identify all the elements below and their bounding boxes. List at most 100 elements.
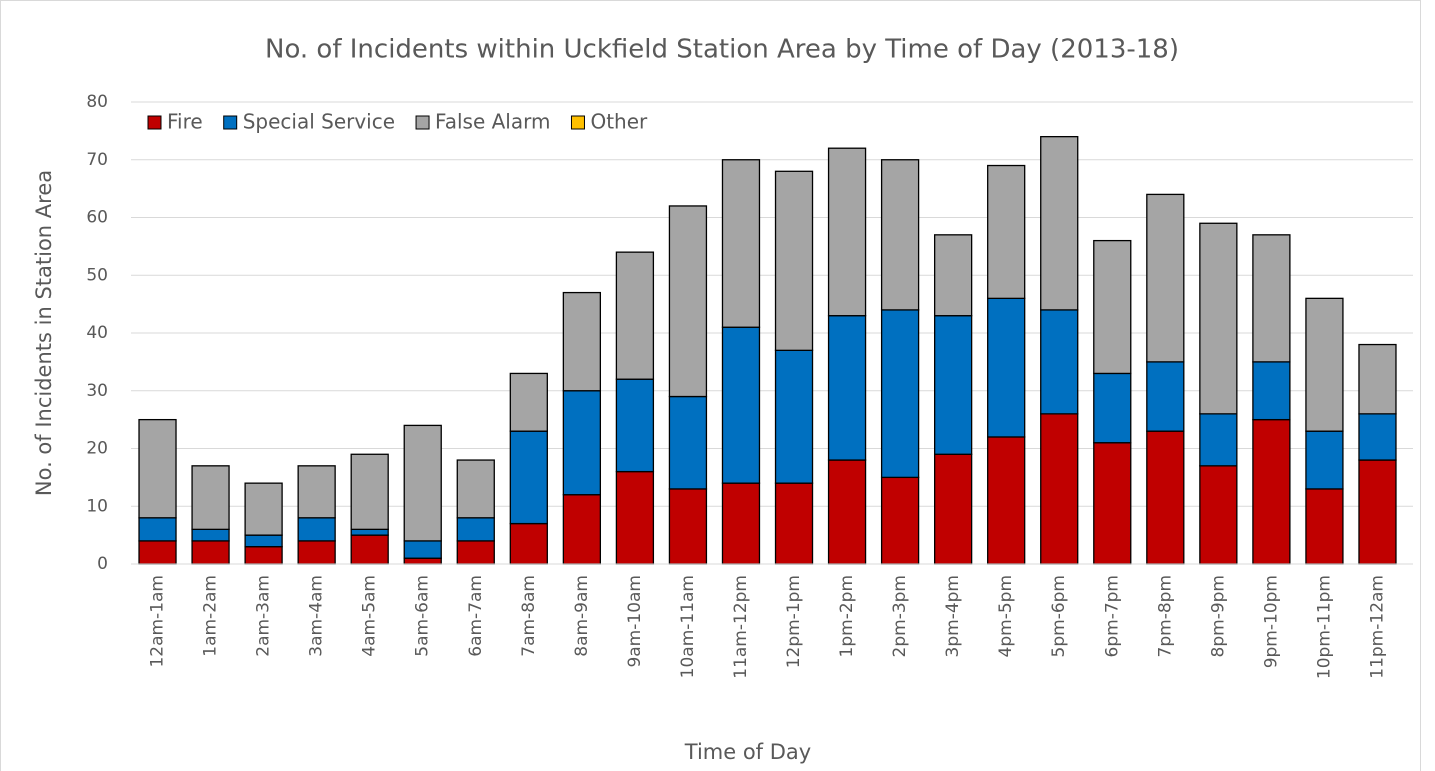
x-tick-label: 11pm-12am: [1367, 575, 1387, 679]
bar-segment: [1146, 193, 1185, 363]
bar-segment: [456, 540, 495, 565]
x-tick-label: 1am-2am: [201, 575, 221, 657]
y-tick-label: 70: [86, 150, 108, 170]
bar-segment: [350, 534, 389, 565]
bar-segment: [1040, 309, 1079, 415]
bar-segment: [1093, 372, 1132, 444]
bar-segment: [138, 517, 177, 542]
x-tick-label: 11am-12pm: [731, 575, 751, 679]
bar-segment: [403, 557, 442, 565]
bar-segment: [933, 453, 973, 565]
bar-segment: [403, 424, 442, 542]
bar-segment: [1305, 297, 1344, 432]
y-tick-label: 80: [86, 92, 108, 112]
y-tick-label: 40: [86, 323, 108, 343]
y-tick-label: 60: [86, 208, 108, 228]
bar-segment: [1252, 234, 1291, 363]
bar-segment: [138, 540, 177, 565]
bar-segment: [615, 470, 655, 565]
bar-segment: [1358, 343, 1397, 415]
bar-segment: [880, 159, 920, 311]
x-tick-label: 2pm-3pm: [890, 575, 910, 657]
x-tick-label: 3am-4am: [307, 575, 327, 657]
bar-segment: [933, 234, 973, 317]
bar-segment: [1358, 413, 1397, 461]
x-tick-label: 7am-8am: [519, 575, 539, 657]
bar-segment: [456, 459, 495, 519]
bar-segment: [615, 251, 655, 380]
bar-segment: [1146, 361, 1185, 432]
bar-segment: [827, 147, 867, 317]
x-tick-label: 4am-5am: [360, 575, 380, 657]
bar-segment: [297, 540, 336, 565]
x-tick-label: 6pm-7pm: [1102, 575, 1122, 657]
legend-label: Fire: [167, 110, 203, 134]
bar-segment: [1358, 459, 1397, 565]
bar-segment: [668, 205, 708, 398]
y-axis-label: No. of Incidents in Station Area: [32, 170, 56, 496]
bar-segment: [827, 459, 867, 565]
y-tick-label: 30: [86, 381, 108, 401]
x-axis-label: Time of Day: [684, 740, 811, 764]
bar-segment: [1305, 488, 1344, 565]
x-tick-label: 5am-6am: [413, 575, 433, 657]
chart-title: No. of Incidents within Uckfield Station…: [265, 35, 1179, 65]
bar-segment: [774, 482, 814, 565]
bar-segment: [721, 326, 761, 484]
x-tick-label: 5pm-6pm: [1049, 575, 1069, 657]
x-tick-label: 8am-9am: [572, 575, 592, 657]
bar-segment: [1146, 430, 1185, 565]
bar-segment: [562, 390, 602, 496]
bar-segment: [509, 522, 548, 565]
y-tick-label: 50: [86, 265, 108, 285]
bar-segment: [774, 170, 814, 351]
bar-segment: [562, 291, 602, 392]
bar-segment: [987, 164, 1026, 299]
bar-segment: [668, 488, 708, 565]
bar-segment: [933, 315, 973, 455]
bar-segment: [1199, 413, 1238, 467]
bar-segment: [297, 517, 336, 542]
x-tick-label: 10am-11am: [678, 575, 698, 678]
bar-segment: [509, 430, 548, 525]
x-tick-label: 12am-1am: [148, 575, 168, 668]
bar-segment: [1093, 442, 1132, 565]
x-tick-label: 10pm-11pm: [1314, 575, 1334, 679]
x-tick-label: 4pm-5pm: [996, 575, 1016, 657]
bar-segment: [403, 540, 442, 559]
bar-segment: [244, 546, 283, 565]
bar-segment: [1252, 418, 1291, 565]
legend-swatch: [147, 115, 162, 130]
x-tick-label: 2am-3am: [254, 575, 274, 657]
bar-segment: [721, 482, 761, 565]
bar-segment: [880, 309, 920, 479]
x-tick-label: 8pm-9pm: [1208, 575, 1228, 657]
legend-label: Other: [590, 110, 648, 134]
bar-segment: [987, 297, 1026, 438]
x-tick-label: 12pm-1pm: [784, 575, 804, 668]
x-tick-label: 7pm-8pm: [1155, 575, 1175, 657]
bar-segment: [1199, 222, 1238, 415]
bar-segment: [1252, 361, 1291, 421]
bar-segment: [721, 159, 761, 328]
bar-segment: [668, 395, 708, 490]
y-tick-label: 20: [86, 439, 108, 459]
x-tick-label: 9am-10am: [625, 575, 645, 668]
legend-swatch: [570, 115, 585, 130]
y-tick-label: 10: [86, 496, 108, 516]
bar-segment: [191, 465, 230, 531]
bar-segment: [350, 453, 389, 530]
legend-label: Special Service: [243, 110, 395, 134]
legend-label: False Alarm: [435, 110, 550, 134]
bar-segment: [827, 315, 867, 461]
bar-segment: [138, 418, 177, 519]
x-tick-label: 6am-7am: [466, 575, 486, 657]
bar-segment: [297, 465, 336, 519]
bar-segment: [1199, 465, 1238, 565]
bar-segment: [1305, 430, 1344, 490]
bar-segment: [509, 372, 548, 432]
legend-swatch: [223, 115, 238, 130]
bar-segment: [774, 349, 814, 484]
legend-swatch: [415, 115, 430, 130]
